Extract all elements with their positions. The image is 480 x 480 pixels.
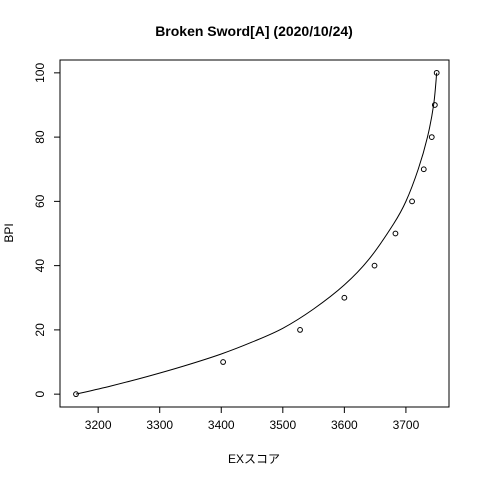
data-point — [409, 198, 415, 205]
plot-frame — [59, 59, 450, 408]
fit-curve — [75, 72, 438, 395]
y-tick-label: 40 — [33, 259, 47, 273]
x-axis-label: EXスコア — [228, 452, 280, 466]
x-tick-label: 3400 — [208, 418, 235, 432]
y-tick-label: 60 — [33, 194, 47, 208]
data-point — [73, 391, 79, 398]
data-point — [371, 262, 378, 269]
data-points — [73, 69, 440, 398]
y-axis-label: BPI — [2, 223, 16, 242]
data-point — [220, 359, 227, 365]
y-tick-label: 0 — [33, 390, 47, 397]
data-point — [341, 294, 348, 301]
data-point — [420, 166, 427, 173]
chart-title: Broken Sword[A] (2020/10/24) — [155, 23, 353, 39]
data-point — [297, 326, 303, 333]
data-point — [392, 230, 399, 237]
y-tick-label: 20 — [33, 323, 47, 337]
x-axis: 3200 3300 3400 3500 3600 3700 — [85, 406, 420, 432]
y-tick-label: 80 — [33, 130, 47, 144]
x-tick-label: 3500 — [269, 418, 296, 432]
x-tick-label: 3700 — [393, 418, 420, 432]
data-point — [428, 134, 435, 141]
x-tick-label: 3200 — [85, 418, 112, 432]
data-point — [433, 69, 440, 76]
data-point — [431, 102, 438, 108]
y-tick-label: 100 — [33, 63, 47, 83]
x-tick-label: 3600 — [331, 418, 358, 432]
x-tick-label: 3300 — [146, 418, 173, 432]
y-axis: 0 20 40 60 80 100 — [33, 63, 61, 397]
